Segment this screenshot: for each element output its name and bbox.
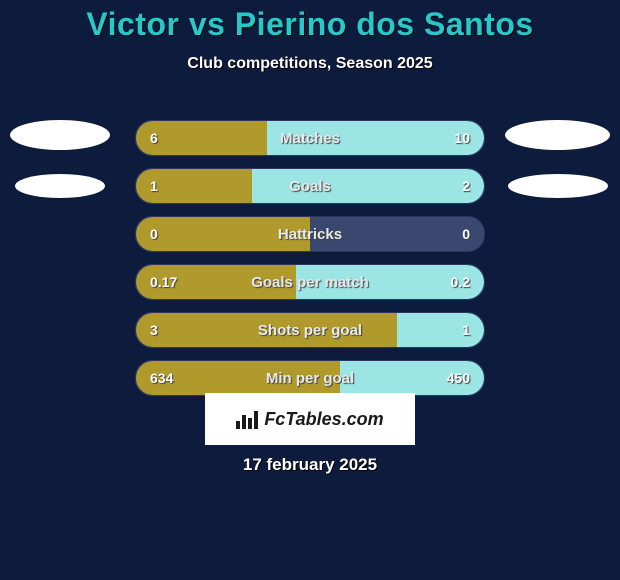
- stat-fill-right: [296, 265, 484, 299]
- stat-row: 0.17Goals per match0.2: [135, 264, 485, 300]
- page-subtitle: Club competitions, Season 2025: [0, 55, 620, 73]
- player-right-avatar: [505, 120, 610, 198]
- avatar-ellipse: [15, 174, 105, 198]
- stat-fill-left: [136, 169, 252, 203]
- page-title: Victor vs Pierino dos Santos: [0, 0, 620, 43]
- stat-fill-right: [267, 121, 485, 155]
- avatar-ellipse: [508, 174, 608, 198]
- stat-row: 0Hattricks0: [135, 216, 485, 252]
- stat-fill-left: [136, 217, 310, 251]
- chart-icon: [236, 409, 258, 429]
- stat-fill-right: [397, 313, 484, 347]
- stat-fill-right: [340, 361, 484, 395]
- stat-fill-left: [136, 265, 296, 299]
- avatar-ellipse: [505, 120, 610, 150]
- stat-fill-left: [136, 121, 267, 155]
- stat-row: 1Goals2: [135, 168, 485, 204]
- stats-bars: 6Matches10 1Goals2 0Hattricks0 0.17Goals pe…: [135, 120, 485, 408]
- logo-text: FcTables.com: [264, 409, 383, 430]
- stat-fill-left: [136, 313, 397, 347]
- avatar-ellipse: [10, 120, 110, 150]
- stat-row: 6Matches10: [135, 120, 485, 156]
- date-text: 17 february 2025: [0, 455, 620, 475]
- fctables-logo: FcTables.com: [205, 393, 415, 445]
- player-left-avatar: [10, 120, 110, 198]
- stat-fill-left: [136, 361, 340, 395]
- stat-row: 634Min per goal450: [135, 360, 485, 396]
- stat-value-right: 0: [462, 217, 470, 251]
- stat-row: 3Shots per goal1: [135, 312, 485, 348]
- comparison-infographic: Victor vs Pierino dos Santos Club compet…: [0, 0, 620, 580]
- stat-fill-right: [252, 169, 484, 203]
